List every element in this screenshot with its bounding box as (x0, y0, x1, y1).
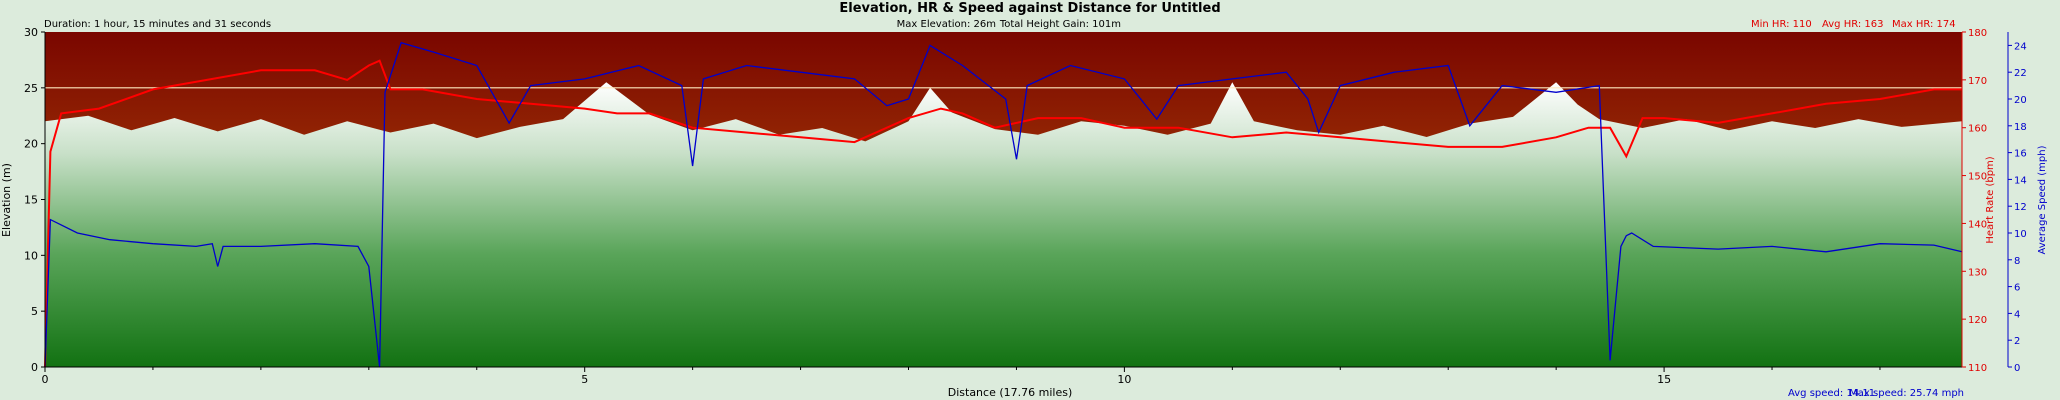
speed-tick-label: 24 (2014, 41, 2027, 52)
min-hr-text: Min HR: 110 (1751, 19, 1812, 30)
elevation-tick-label: 10 (24, 249, 38, 262)
speed-tick-label: 12 (2014, 202, 2027, 213)
speed-tick-label: 20 (2014, 95, 2027, 106)
elevation-area (45, 82, 1962, 368)
speed-tick-label: 16 (2014, 149, 2027, 160)
speed-tick-label: 14 (2014, 175, 2027, 186)
ticks-layer: 0510152025301101201301401501601701800246… (24, 26, 2027, 386)
x-axis-label: Distance (17.76 miles) (948, 386, 1073, 399)
speed-tick-label: 22 (2014, 68, 2027, 79)
max-elevation-text: Max Elevation: 26m (897, 19, 996, 30)
hr-tick-label: 170 (1968, 76, 1987, 87)
hr-axis-label: Heart Rate (bpm) (1985, 156, 1996, 243)
elevation-tick-label: 5 (31, 305, 38, 318)
elevation-tick-label: 30 (24, 26, 38, 39)
speed-tick-label: 18 (2014, 122, 2027, 133)
hr-tick-label: 140 (1968, 219, 1987, 230)
hr-tick-label: 110 (1968, 363, 1987, 374)
elevation-tick-label: 20 (24, 138, 38, 151)
speed-tick-label: 0 (2014, 363, 2020, 374)
duration-text: Duration: 1 hour, 15 minutes and 31 seco… (44, 19, 271, 30)
hr-tick-label: 120 (1968, 315, 1987, 326)
x-tick-label: 5 (581, 373, 588, 386)
avg-speed-text: Avg speed: 14.11 (1788, 388, 1875, 399)
plot-area (44, 32, 1963, 368)
elevation-tick-label: 25 (24, 82, 38, 95)
chart-title: Elevation, HR & Speed against Distance f… (839, 1, 1220, 16)
speed-tick-label: 2 (2014, 336, 2020, 347)
x-tick-label: 15 (1657, 373, 1671, 386)
speed-tick-label: 6 (2014, 283, 2020, 294)
heart-rate-line (44, 59, 1962, 368)
max-hr-text: Max HR: 174 (1892, 19, 1956, 30)
hr-tick-label: 130 (1968, 267, 1987, 278)
elevation-tick-label: 15 (24, 194, 38, 207)
x-tick-label: 0 (42, 373, 49, 386)
speed-line (44, 41, 1963, 368)
hr-tick-label: 150 (1968, 172, 1987, 183)
speed-axis-label: Average Speed (mph) (2037, 145, 2048, 254)
total-height-gain-text: Total Height Gain: 101m (999, 19, 1121, 30)
avg-hr-text: Avg HR: 163 (1822, 19, 1884, 30)
max-speed-text: Max speed: 25.74 mph (1849, 388, 1964, 399)
elevation-axis-label: Elevation (m) (0, 163, 13, 237)
elevation-tick-label: 0 (31, 361, 38, 374)
speed-tick-label: 4 (2014, 309, 2020, 320)
hr-tick-label: 180 (1968, 28, 1987, 39)
x-tick-label: 10 (1117, 373, 1131, 386)
hr-tick-label: 160 (1968, 124, 1987, 135)
speed-tick-label: 10 (2014, 229, 2027, 240)
speed-tick-label: 8 (2014, 256, 2020, 267)
